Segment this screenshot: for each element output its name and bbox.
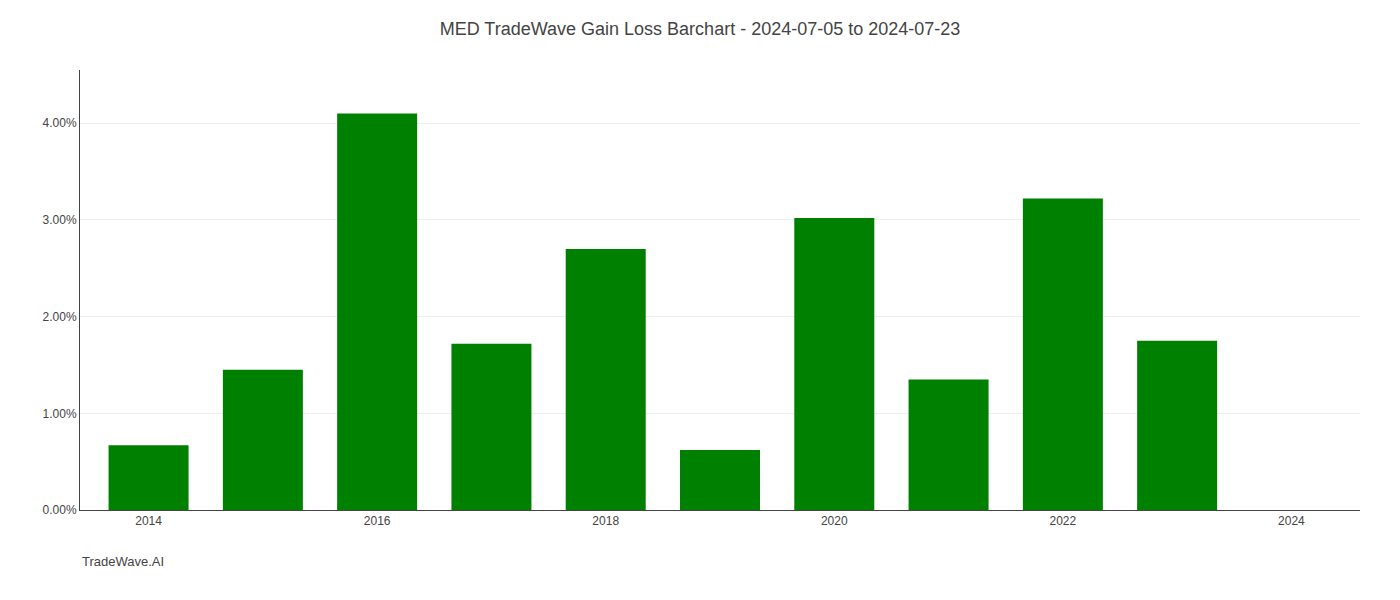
svg-text:MED TradeWave Gain Loss Barcha: MED TradeWave Gain Loss Barchart - 2024-… bbox=[440, 19, 961, 39]
svg-text:2.00%: 2.00% bbox=[43, 310, 77, 324]
svg-text:TradeWave.AI: TradeWave.AI bbox=[82, 554, 164, 569]
svg-text:2022: 2022 bbox=[1050, 514, 1077, 528]
svg-text:2024: 2024 bbox=[1278, 514, 1305, 528]
svg-text:1.00%: 1.00% bbox=[43, 407, 77, 421]
svg-text:2014: 2014 bbox=[135, 514, 162, 528]
svg-text:2018: 2018 bbox=[592, 514, 619, 528]
svg-text:2016: 2016 bbox=[364, 514, 391, 528]
svg-text:0.00%: 0.00% bbox=[43, 503, 77, 517]
svg-text:3.00%: 3.00% bbox=[43, 213, 77, 227]
svg-text:4.00%: 4.00% bbox=[43, 116, 77, 130]
svg-text:2020: 2020 bbox=[821, 514, 848, 528]
